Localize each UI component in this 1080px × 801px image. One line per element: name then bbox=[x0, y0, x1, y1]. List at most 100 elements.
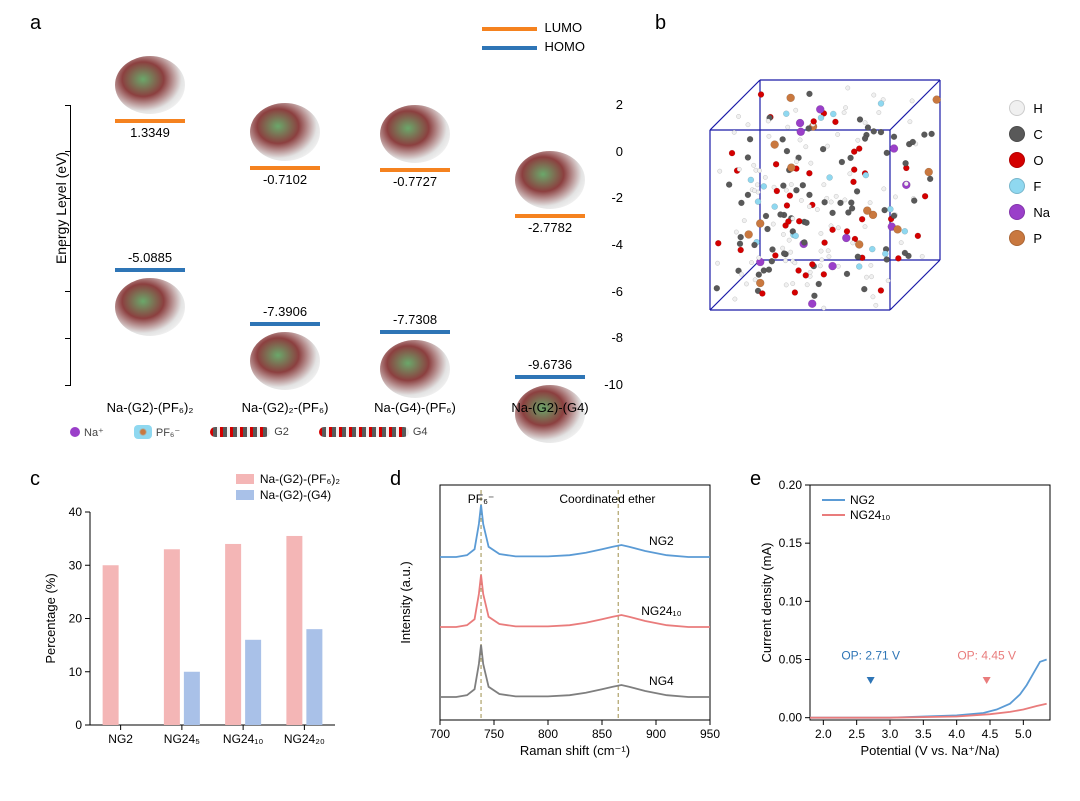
svg-text:0.05: 0.05 bbox=[779, 653, 803, 667]
panel-d: 700 750 800 850 900 950 Raman shift (cm⁻¹) Inte… bbox=[390, 470, 720, 770]
svg-text:40: 40 bbox=[69, 505, 83, 519]
a-mol-legend: Na⁺ PF₆⁻ G2 G4 bbox=[70, 425, 630, 439]
lumo-orbital bbox=[250, 103, 320, 161]
svg-text:Coordinated ether: Coordinated ether bbox=[559, 492, 655, 506]
bar bbox=[103, 565, 119, 725]
svg-text:Potential (V vs. Na⁺/Na): Potential (V vs. Na⁺/Na) bbox=[860, 743, 999, 758]
homo-level bbox=[115, 268, 185, 272]
lumo-level bbox=[250, 166, 320, 170]
bar bbox=[184, 672, 200, 725]
svg-text:PF₆⁻: PF₆⁻ bbox=[468, 492, 495, 506]
svg-text:NG2: NG2 bbox=[850, 493, 875, 507]
b-legend-row: Na bbox=[1009, 204, 1050, 220]
lumo-level bbox=[515, 214, 585, 218]
b-legend-row: H bbox=[1009, 100, 1050, 116]
raman-trace bbox=[440, 645, 710, 697]
svg-text:0.00: 0.00 bbox=[779, 711, 803, 725]
svg-text:800: 800 bbox=[538, 727, 558, 741]
svg-text:750: 750 bbox=[484, 727, 504, 741]
a-category-label: Na-(G2)-(G4) bbox=[490, 400, 610, 415]
y-tick-label: -8 bbox=[593, 330, 623, 345]
legend-lumo: LUMO bbox=[482, 20, 585, 35]
svg-text:700: 700 bbox=[430, 727, 450, 741]
svg-text:NG24₁₀: NG24₁₀ bbox=[641, 604, 681, 618]
lsv-trace bbox=[810, 660, 1047, 718]
homo-orbital bbox=[250, 332, 320, 390]
panel-label-a: a bbox=[30, 12, 41, 35]
panel-a: LUMO HOMO Energy Level (eV) 20-2-4-6-8-1… bbox=[55, 20, 635, 450]
svg-text:OP: 2.71 V: OP: 2.71 V bbox=[841, 649, 900, 663]
svg-text:900: 900 bbox=[646, 727, 666, 741]
homo-level bbox=[515, 375, 585, 379]
svg-text:20: 20 bbox=[69, 612, 83, 626]
svg-text:5.0: 5.0 bbox=[1015, 727, 1032, 741]
svg-text:2.0: 2.0 bbox=[815, 727, 832, 741]
panel-label-b: b bbox=[655, 12, 666, 35]
svg-text:NG4: NG4 bbox=[649, 674, 674, 688]
bar bbox=[164, 549, 180, 725]
homo-level bbox=[380, 330, 450, 334]
y-tick-label: -10 bbox=[593, 377, 623, 392]
svg-text:0: 0 bbox=[75, 718, 82, 732]
svg-text:NG24₂₀: NG24₂₀ bbox=[284, 732, 325, 746]
svg-text:3.5: 3.5 bbox=[915, 727, 932, 741]
svg-text:NG2: NG2 bbox=[108, 732, 133, 746]
legend-a: LUMO HOMO bbox=[482, 20, 585, 54]
bar bbox=[286, 536, 302, 725]
a-category-label: Na-(G2)₂-(PF₆) bbox=[225, 400, 345, 415]
svg-text:30: 30 bbox=[69, 558, 83, 572]
svg-text:4.5: 4.5 bbox=[982, 727, 999, 741]
a-category-label: Na-(G2)-(PF₆)₂ bbox=[90, 400, 210, 415]
lumo-level bbox=[115, 119, 185, 123]
y-tick-label: -4 bbox=[593, 237, 623, 252]
legend-homo: HOMO bbox=[482, 39, 585, 54]
homo-value: -5.0885 bbox=[110, 250, 190, 265]
bar bbox=[245, 640, 261, 725]
svg-text:Percentage (%): Percentage (%) bbox=[43, 573, 58, 663]
svg-text:NG2: NG2 bbox=[649, 534, 674, 548]
svg-text:NG24₅: NG24₅ bbox=[164, 732, 200, 746]
svg-text:850: 850 bbox=[592, 727, 612, 741]
homo-level bbox=[250, 322, 320, 326]
y-tick-label: 0 bbox=[593, 144, 623, 159]
md-box bbox=[690, 60, 950, 320]
y-tick-label: -6 bbox=[593, 284, 623, 299]
homo-value: -7.3906 bbox=[245, 304, 325, 319]
svg-text:OP: 4.45 V: OP: 4.45 V bbox=[957, 649, 1016, 663]
svg-text:10: 10 bbox=[69, 665, 83, 679]
svg-text:Current density (mA): Current density (mA) bbox=[759, 543, 774, 663]
b-legend: HCOF Na P bbox=[1009, 90, 1050, 256]
lsv-chart: 2.02.53.03.54.04.55.00.000.050.100.150.2… bbox=[755, 470, 1055, 760]
panel-e: 2.02.53.03.54.04.55.00.000.050.100.150.2… bbox=[755, 470, 1055, 770]
bar bbox=[306, 629, 322, 725]
svg-text:Raman shift (cm⁻¹): Raman shift (cm⁻¹) bbox=[520, 743, 630, 758]
b-legend-row: F bbox=[1009, 178, 1050, 194]
lumo-orbital bbox=[515, 151, 585, 209]
svg-text:NG24₁₀: NG24₁₀ bbox=[223, 732, 263, 746]
b-legend-row: P bbox=[1009, 230, 1050, 246]
lumo-value: -2.7782 bbox=[510, 220, 590, 235]
b-legend-row: O bbox=[1009, 152, 1050, 168]
raman-chart: 700 750 800 850 900 950 Raman shift (cm⁻¹) Inte… bbox=[390, 470, 720, 760]
homo-value: -7.7308 bbox=[375, 312, 455, 327]
homo-value: -9.6736 bbox=[510, 357, 590, 372]
svg-text:Intensity (a.u.): Intensity (a.u.) bbox=[398, 561, 413, 643]
svg-text:0.10: 0.10 bbox=[779, 594, 803, 608]
bar-chart: 0 10 20 30 40 Percentage (%) NG2 NG24₅ NG24₁₀ NG2… bbox=[40, 480, 340, 760]
lumo-orbital bbox=[380, 105, 450, 163]
lumo-value: 1.3349 bbox=[110, 125, 190, 140]
b-legend-row: C bbox=[1009, 126, 1050, 142]
panel-c: Na-(G2)-(PF₆)₂Na-(G2)-(G4) 010203040Perc… bbox=[40, 470, 340, 770]
a-category-label: Na-(G4)-(PF₆) bbox=[355, 400, 475, 415]
y-tick-label: -2 bbox=[593, 190, 623, 205]
svg-text:950: 950 bbox=[700, 727, 720, 741]
lumo-level bbox=[380, 168, 450, 172]
homo-orbital bbox=[380, 340, 450, 398]
raman-trace bbox=[440, 575, 710, 627]
svg-text:0.20: 0.20 bbox=[779, 478, 803, 492]
bar bbox=[225, 544, 241, 725]
svg-text:0.15: 0.15 bbox=[779, 536, 803, 550]
svg-text:4.0: 4.0 bbox=[948, 727, 965, 741]
panel-label-c: c bbox=[30, 468, 40, 491]
lumo-value: -0.7102 bbox=[245, 172, 325, 187]
